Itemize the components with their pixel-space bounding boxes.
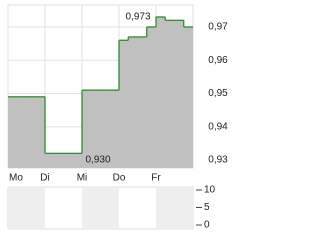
- annotation: 0,973: [125, 12, 150, 23]
- area: [8, 16, 193, 168]
- x-tick-label: Fr: [151, 173, 161, 184]
- y-tick-label: 0,95: [208, 88, 228, 99]
- x-tick-label: Di: [40, 173, 49, 184]
- volume-band: [8, 188, 45, 228]
- chart: 0,93 0,94 0,95 0,96 0,97 Mo Di Mi Do Fr 0,973 0,930…: [7, 4, 228, 231]
- y-tick-label: 0,96: [208, 55, 228, 66]
- y-tick-label: 0,93: [208, 155, 228, 166]
- annotation: 0,930: [85, 155, 110, 166]
- y-tick-label: 0: [204, 220, 210, 231]
- y-tick-label: 5: [204, 202, 210, 213]
- y-tick-label: 0,97: [208, 22, 228, 33]
- y-tick-label: 10: [204, 185, 216, 196]
- volume-band: [82, 188, 119, 228]
- x-tick-label: Mi: [77, 173, 88, 184]
- y-tick-label: 0,94: [208, 121, 228, 132]
- x-tick-label: Do: [113, 173, 126, 184]
- x-tick-label: Mo: [9, 173, 23, 184]
- volume-band: [156, 188, 193, 228]
